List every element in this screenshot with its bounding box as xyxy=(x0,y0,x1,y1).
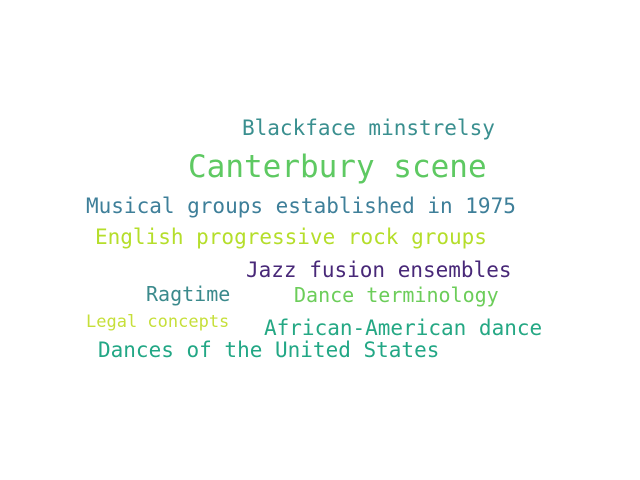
word-ragtime: Ragtime xyxy=(146,282,231,306)
word-jazz-fusion: Jazz fusion ensembles xyxy=(246,258,512,282)
word-blackface-minstrelsy: Blackface minstrelsy xyxy=(242,116,495,140)
word-legal-concepts: Legal concepts xyxy=(86,312,230,332)
word-english-progressive-rock: English progressive rock groups xyxy=(95,225,487,249)
word-musical-groups-1975: Musical groups established in 1975 xyxy=(86,194,516,218)
word-canterbury-scene: Canterbury scene xyxy=(188,149,487,185)
word-dances-of-the-us: Dances of the United States xyxy=(98,338,440,362)
word-african-american-dance: African-American dance xyxy=(264,316,543,340)
word-dance-terminology: Dance terminology xyxy=(294,283,499,307)
